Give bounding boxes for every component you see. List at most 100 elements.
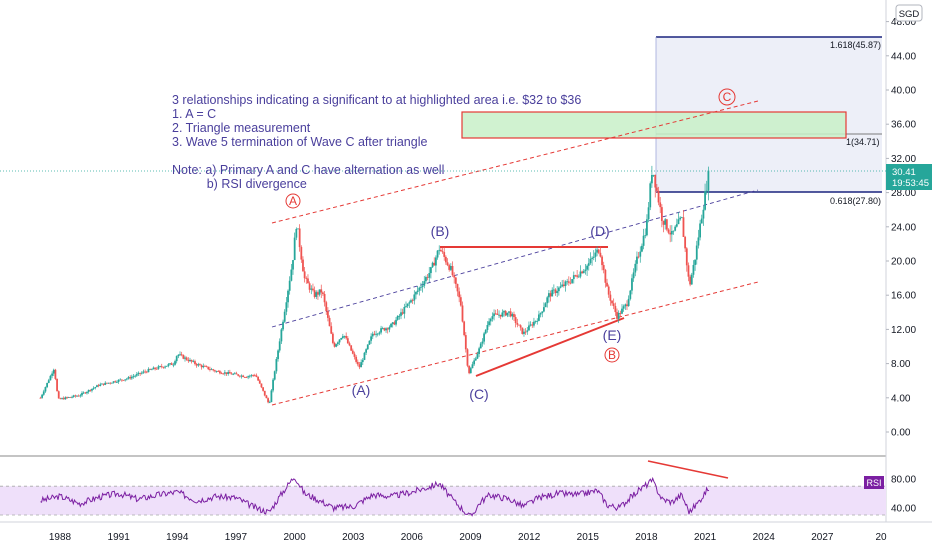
candle-body xyxy=(679,217,682,220)
candle-body xyxy=(617,312,620,319)
candle-body xyxy=(144,371,147,373)
candle-body xyxy=(72,395,75,397)
candle-body xyxy=(453,275,456,278)
candle-body xyxy=(554,289,557,293)
candle-body xyxy=(185,357,188,360)
candle-body xyxy=(501,312,504,317)
candle-body xyxy=(69,397,72,398)
candle-body xyxy=(162,366,165,368)
candle-body xyxy=(363,352,366,360)
candle-body xyxy=(295,228,298,238)
candle-body xyxy=(330,326,333,334)
candle-body xyxy=(458,291,461,298)
candle-body xyxy=(59,398,62,400)
candle-body xyxy=(689,276,692,285)
last-price-tag: 30.41 19:53:45 xyxy=(886,164,932,190)
candle-body xyxy=(636,256,638,264)
candle-body xyxy=(533,321,535,326)
candle-body xyxy=(115,381,118,383)
candle-body xyxy=(285,302,288,312)
candle-body xyxy=(380,328,382,333)
candle-body xyxy=(459,297,462,306)
time-tick-label: 2021 xyxy=(694,532,717,543)
candle-body xyxy=(684,236,687,249)
annotation-line-4: 3. Wave 5 termination of Wave C after tr… xyxy=(172,135,427,149)
time-tick-label: 1994 xyxy=(166,532,189,543)
candle-body xyxy=(401,312,404,314)
candle-body xyxy=(647,207,650,220)
candle-body xyxy=(366,344,369,350)
candle-body xyxy=(230,373,233,375)
candle-body xyxy=(109,382,112,384)
candle-body xyxy=(489,318,492,322)
candle-body xyxy=(202,365,205,368)
candle-body xyxy=(373,333,376,335)
channel-middle-line xyxy=(271,189,759,328)
candle-body xyxy=(195,363,198,366)
candle-body xyxy=(518,324,520,326)
candle-body xyxy=(423,281,426,286)
currency-badge[interactable]: SGD xyxy=(895,4,923,22)
candle-body xyxy=(627,298,630,307)
candle-body xyxy=(145,371,148,373)
last-price-value: 30.41 xyxy=(892,167,916,178)
candle-body xyxy=(596,249,598,253)
price-tick-label: 48.00 xyxy=(891,17,916,28)
candle-body xyxy=(614,306,617,313)
target-area-box xyxy=(461,111,847,139)
candle-body xyxy=(584,269,587,272)
candle-body xyxy=(292,260,294,270)
candle-body xyxy=(99,384,102,386)
candle-body xyxy=(506,312,509,316)
time-tick-label: 2003 xyxy=(342,532,365,543)
candle-body xyxy=(612,303,615,307)
candle-body xyxy=(134,375,137,377)
candle-body xyxy=(129,377,132,379)
candle-body xyxy=(207,366,210,370)
candle-body xyxy=(223,372,226,374)
candle-body xyxy=(370,336,373,341)
candle-body xyxy=(184,357,186,359)
candle-body xyxy=(436,250,439,258)
candle-body xyxy=(531,324,534,326)
time-tick-label: 2012 xyxy=(518,532,541,543)
candle-body xyxy=(642,235,645,246)
candle-body xyxy=(592,256,595,258)
candle-body xyxy=(415,291,417,295)
candle-body xyxy=(44,387,47,392)
candle-body xyxy=(393,322,396,325)
candle-body xyxy=(665,219,668,230)
price-tick-label: 4.00 xyxy=(891,393,911,404)
candle-body xyxy=(132,376,135,378)
candle-body xyxy=(566,281,569,283)
candle-body xyxy=(511,314,514,317)
candle-body xyxy=(528,325,530,331)
candle-body xyxy=(197,364,200,366)
candle-body xyxy=(396,315,399,320)
candle-body xyxy=(494,313,497,315)
candle-body xyxy=(378,332,381,334)
candle-body xyxy=(391,322,394,324)
candle-body xyxy=(283,311,286,322)
candle-body xyxy=(56,378,58,392)
candle-body xyxy=(461,305,464,322)
candle-body xyxy=(662,220,665,225)
candle-body xyxy=(79,395,82,397)
candle-body xyxy=(616,312,618,319)
candle-body xyxy=(606,282,608,287)
candle-body xyxy=(371,333,374,337)
candle-body xyxy=(272,379,274,391)
candle-body xyxy=(539,313,542,315)
wave-b-label: (B) xyxy=(431,223,450,239)
candle-body xyxy=(682,217,685,237)
wave-a-label: (A) xyxy=(352,382,371,398)
candle-body xyxy=(651,175,653,184)
candle-body xyxy=(212,369,215,371)
candle-body xyxy=(104,382,107,385)
candle-body xyxy=(408,302,411,304)
candle-body xyxy=(641,245,643,252)
candle-body xyxy=(687,265,690,277)
rsi-badge[interactable]: RSI xyxy=(864,476,884,489)
candle-body xyxy=(302,259,304,272)
candle-body xyxy=(322,292,324,294)
